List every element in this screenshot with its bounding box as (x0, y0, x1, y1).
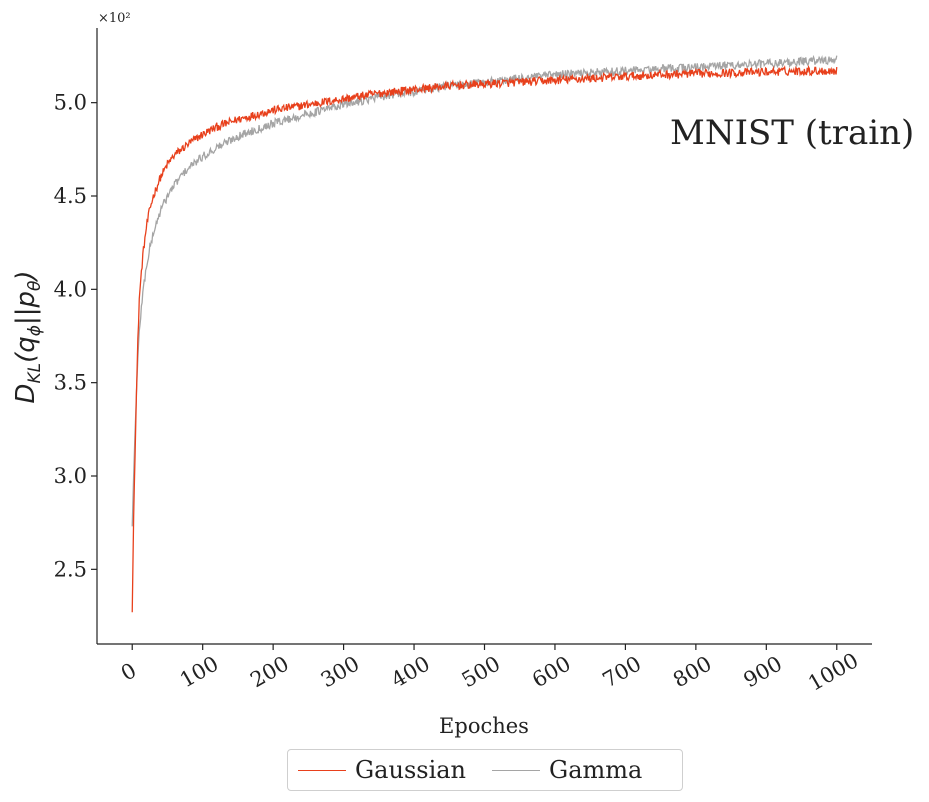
chart: 0 100 200 300 400 500 600 700 800 900 1000 2.5 3.0 3… (11, 11, 914, 738)
x-tick-label: 600 (528, 652, 575, 693)
y-tick-label: 2.5 (54, 557, 87, 581)
y-scale-label: ×10² (98, 11, 131, 26)
y-tick-label: 4.5 (54, 184, 87, 208)
x-axis-ticks: 0 100 200 300 400 500 600 700 800 900 1000 (117, 644, 862, 696)
x-axis-title: Epoches (439, 714, 529, 738)
y-tick-label: 5.0 (54, 91, 87, 115)
legend-item-gaussian: Gaussian (298, 756, 466, 784)
y-axis-title-mid: ||p (11, 291, 41, 325)
legend-label-gamma: Gamma (549, 756, 643, 784)
x-tick-label: 100 (176, 652, 223, 693)
x-tick-label: 700 (599, 652, 646, 693)
x-tick-label: 0 (117, 658, 141, 685)
x-tick-label: 400 (387, 652, 434, 693)
legend-item-gamma: Gamma (492, 756, 642, 784)
chart-annotation: MNIST (train) (670, 113, 914, 153)
legend-label-gaussian: Gaussian (355, 756, 467, 784)
legend: Gaussian Gamma (287, 749, 683, 791)
y-axis-title-phi: ϕ (25, 325, 45, 336)
y-axis-title-base: D (11, 384, 41, 404)
y-axis-title-sub: KL (25, 363, 45, 384)
y-axis-ticks: 2.5 3.0 3.5 4.0 4.5 5.0 (54, 91, 97, 581)
x-tick-label: 900 (739, 652, 786, 693)
x-tick-label: 800 (669, 652, 716, 693)
x-tick-label: 500 (458, 652, 505, 693)
y-tick-label: 3.0 (54, 464, 87, 488)
y-axis-title-close: ) (11, 270, 41, 282)
x-tick-label: 300 (317, 652, 364, 693)
y-axis-title-open: (q (11, 336, 41, 363)
x-tick-label: 200 (246, 652, 293, 693)
y-tick-label: 4.0 (54, 277, 87, 301)
y-axis-title: DKL(qϕ||pθ) (11, 270, 45, 403)
y-axis-title-theta: θ (25, 280, 45, 291)
series-group (131, 54, 838, 613)
x-tick-label: 1000 (804, 648, 862, 696)
series-line-gaussian (131, 64, 838, 613)
series-line-gamma (131, 54, 838, 527)
y-tick-label: 3.5 (54, 371, 87, 395)
legend-swatch-gamma (492, 769, 541, 771)
legend-swatch-gaussian (298, 769, 346, 771)
